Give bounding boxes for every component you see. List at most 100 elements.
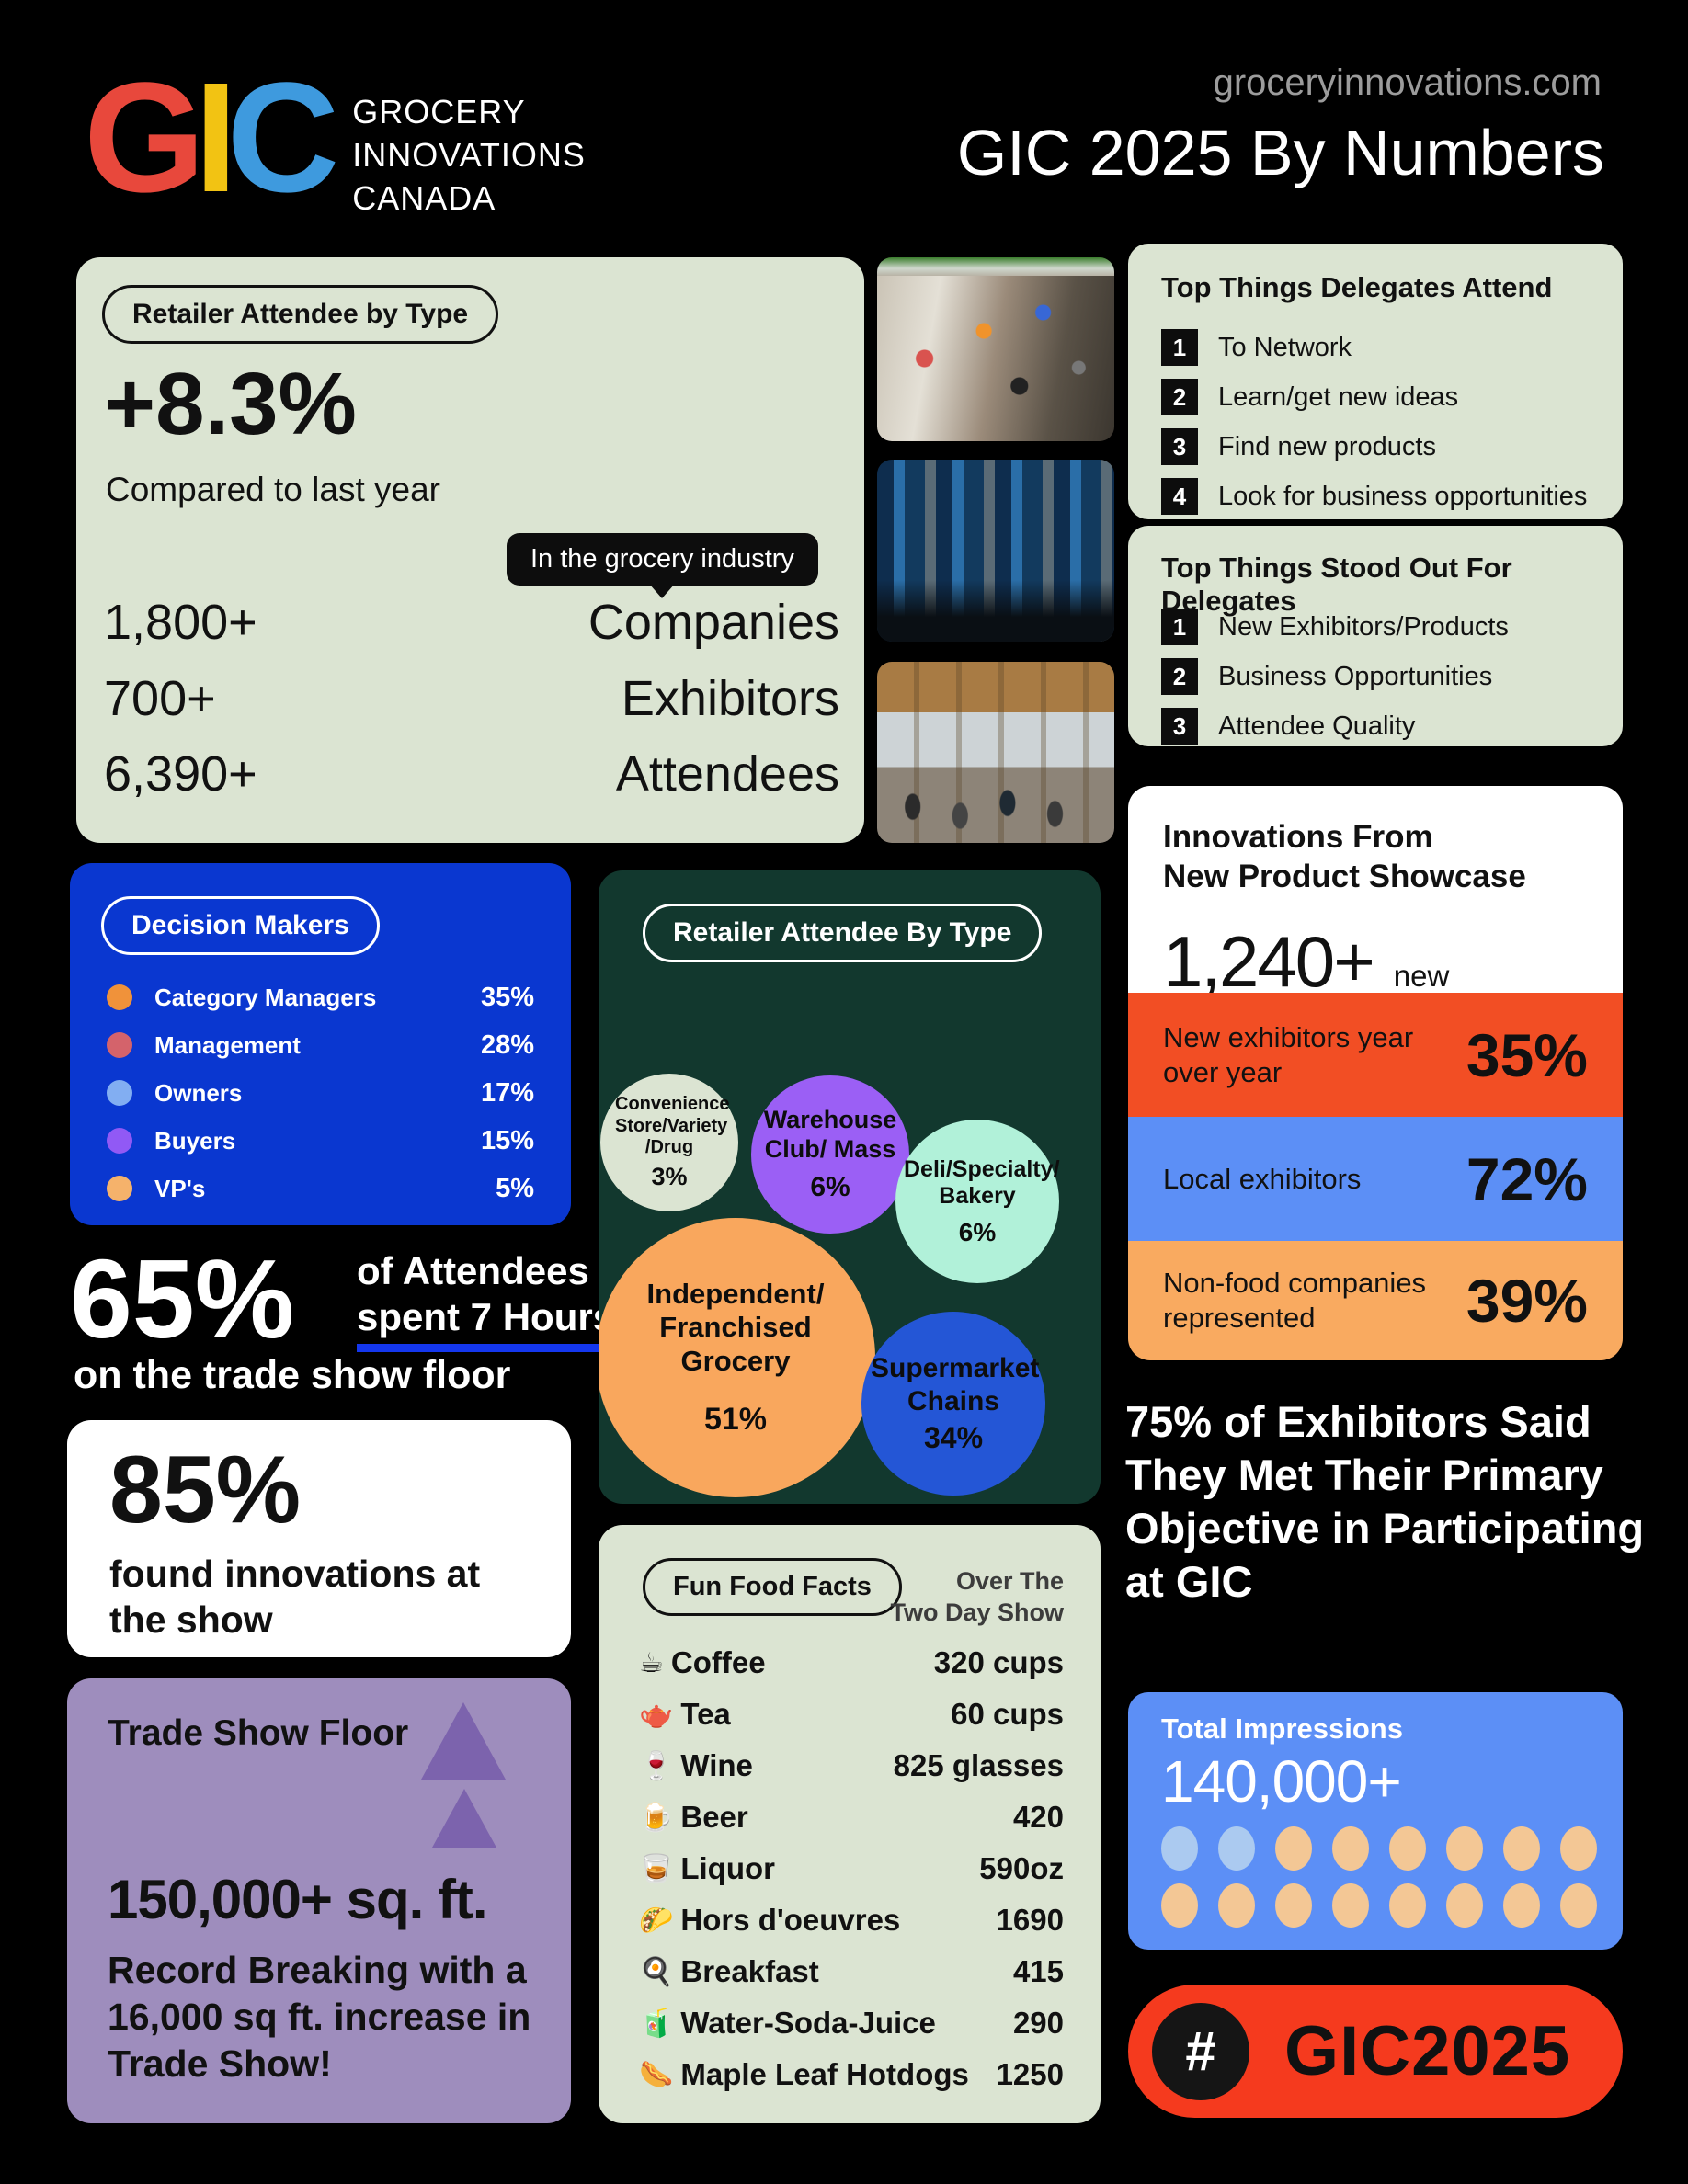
dm-row-management: Management 28% bbox=[107, 1029, 534, 1062]
impressions-value: 140,000+ bbox=[1161, 1748, 1402, 1814]
stoodout-item-3: 3 Attendee Quality bbox=[1161, 708, 1415, 745]
delegates-attend-title: Top Things Delegates Attend bbox=[1161, 271, 1553, 303]
hours-percent: 65% bbox=[70, 1236, 295, 1361]
food-value: 290 bbox=[1012, 2006, 1064, 2040]
hashtag-text: GIC2025 bbox=[1284, 2012, 1571, 2090]
fun-food-facts-pill: Fun Food Facts bbox=[643, 1558, 902, 1616]
band-non-food: Non-food companies represented 39% bbox=[1128, 1241, 1623, 1360]
found-innovations-panel: 85% found innovations at the show bbox=[67, 1420, 571, 1657]
food-value: 420 bbox=[1012, 1800, 1064, 1834]
dm-row-buyers: Buyers 15% bbox=[107, 1124, 534, 1157]
food-row-hotdogs: 🌭 Maple Leaf Hotdogs 1250 bbox=[639, 2057, 1064, 2092]
stat-label-exhibitors: Exhibitors bbox=[621, 671, 839, 726]
food-value: 60 cups bbox=[951, 1697, 1064, 1731]
food-label: Beer bbox=[680, 1800, 748, 1834]
legend-dot-icon bbox=[107, 1128, 132, 1154]
retailer-growth-panel: Retailer Attendee by Type +8.3% Compared… bbox=[76, 257, 864, 843]
up-arrow-icon bbox=[432, 1789, 496, 1848]
beer-icon: 🍺 bbox=[639, 1802, 674, 1833]
rank-chip: 2 bbox=[1161, 379, 1198, 415]
food-label: Hors d'oeuvres bbox=[680, 1903, 901, 1937]
innovations-header-band: Innovations From New Product Showcase 1,… bbox=[1128, 786, 1623, 1028]
rank-chip: 3 bbox=[1161, 428, 1198, 465]
legend-dot-icon bbox=[107, 1080, 132, 1106]
dm-value: 35% bbox=[480, 982, 534, 1012]
legend-dot-icon bbox=[107, 1176, 132, 1201]
dm-label: Buyers bbox=[154, 1126, 236, 1155]
impression-dot bbox=[1446, 1883, 1483, 1928]
dm-row-category-managers: Category Managers 35% bbox=[107, 981, 534, 1014]
liquor-icon: 🥃 bbox=[639, 1853, 674, 1884]
logo-letter-g: G bbox=[84, 51, 205, 225]
food-row-breakfast: 🍳 Breakfast 415 bbox=[639, 1954, 1064, 1989]
rank-chip: 4 bbox=[1161, 478, 1198, 515]
food-label: Breakfast bbox=[680, 1954, 819, 1988]
impression-dot bbox=[1560, 1826, 1597, 1871]
bubble-label: Warehouse Club/ Mass bbox=[763, 1106, 897, 1163]
food-label: Coffee bbox=[670, 1645, 766, 1679]
hours-line2: spent 7 Hours bbox=[357, 1294, 615, 1352]
food-value: 1250 bbox=[996, 2057, 1064, 2091]
growth-subtitle: Compared to last year bbox=[106, 471, 441, 508]
delegates-attend-panel: Top Things Delegates Attend 1 To Network… bbox=[1128, 244, 1623, 519]
impression-dot bbox=[1161, 1826, 1198, 1871]
food-row-beer: 🍺 Beer 420 bbox=[639, 1800, 1064, 1835]
tsf-title: Trade Show Floor bbox=[108, 1713, 409, 1753]
decision-makers-pill: Decision Makers bbox=[101, 896, 380, 955]
band-value: 39% bbox=[1466, 1267, 1588, 1335]
innovations-title-line1: Innovations From bbox=[1163, 819, 1433, 855]
legend-dot-icon bbox=[107, 984, 132, 1010]
hours-line1: of Attendees bbox=[357, 1249, 589, 1292]
photo-trade-show-floor bbox=[877, 257, 1114, 441]
hours-line3: on the trade show floor bbox=[74, 1353, 511, 1397]
attend-item-2: 2 Learn/get new ideas bbox=[1161, 379, 1458, 415]
food-value: 320 cups bbox=[933, 1645, 1064, 1679]
found-label: found innovations at the show bbox=[109, 1553, 481, 1641]
innovations-title-line2: New Product Showcase bbox=[1163, 859, 1526, 894]
band-label: Local exhibitors bbox=[1163, 1162, 1362, 1195]
total-impressions-panel: Total Impressions 140,000+ bbox=[1128, 1692, 1623, 1950]
found-percent: 85% bbox=[109, 1437, 302, 1543]
rank-chip: 1 bbox=[1161, 329, 1198, 366]
food-row-wine: 🍷 Wine 825 glasses bbox=[639, 1748, 1064, 1783]
food-label: Water-Soda-Juice bbox=[680, 2006, 936, 2040]
wine-icon: 🍷 bbox=[639, 1750, 674, 1781]
hours-lines: of Attendees spent 7 Hours bbox=[357, 1248, 615, 1352]
logo-word-grocery: GROCERY bbox=[352, 93, 526, 131]
innovations-count: 1,240+ bbox=[1163, 921, 1375, 1002]
stat-value-exhibitors: 700+ bbox=[104, 671, 216, 726]
impression-dot bbox=[1446, 1826, 1483, 1871]
hotdog-icon: 🌭 bbox=[639, 2059, 674, 2090]
dm-value: 5% bbox=[496, 1173, 534, 1203]
band-label: New exhibitors year over year bbox=[1163, 1020, 1414, 1088]
impression-dot bbox=[1275, 1883, 1312, 1928]
impression-dot bbox=[1161, 1883, 1198, 1928]
photo-convention-hall bbox=[877, 662, 1114, 843]
food-facts-period: Over The Two Day Show bbox=[890, 1565, 1064, 1628]
gic-logo-letters: GIC bbox=[84, 60, 339, 216]
innovations-panel: Innovations From New Product Showcase 1,… bbox=[1128, 786, 1623, 1360]
hashtag-banner: # GIC2025 bbox=[1128, 1985, 1623, 2118]
decision-makers-panel: Decision Makers Category Managers 35% Ma… bbox=[70, 863, 571, 1225]
dm-label: Category Managers bbox=[154, 983, 377, 1011]
attend-item-label: Look for business opportunities bbox=[1218, 481, 1588, 511]
bubble-convenience: Convenience Store/Variety /Drug 3% bbox=[600, 1074, 738, 1211]
impression-dot bbox=[1275, 1826, 1312, 1871]
juice-box-icon: 🧃 bbox=[639, 2008, 674, 2039]
tsf-area: 150,000+ sq. ft. bbox=[108, 1869, 488, 1930]
gic-logo: GIC GROCERY INNOVATIONS CANADA bbox=[84, 60, 586, 220]
dm-row-vps: VP's 5% bbox=[107, 1172, 534, 1205]
impression-dot bbox=[1218, 1826, 1255, 1871]
impressions-title: Total Impressions bbox=[1161, 1712, 1403, 1745]
tsf-note: Record Breaking with a 16,000 sq ft. inc… bbox=[108, 1949, 531, 2085]
bubble-value: 34% bbox=[923, 1420, 984, 1454]
bubble-label: Deli/Specialty/ Bakery bbox=[904, 1155, 1060, 1210]
rank-chip: 2 bbox=[1161, 658, 1198, 695]
coffee-icon: ☕ bbox=[639, 1647, 664, 1678]
bubble-label: Supermarket Chains bbox=[871, 1353, 1040, 1416]
food-row-water-soda-juice: 🧃 Water-Soda-Juice 290 bbox=[639, 2006, 1064, 2041]
dm-label: Owners bbox=[154, 1078, 243, 1107]
stat-row-companies: 1,800+ Companies bbox=[104, 593, 839, 653]
bubble-independent: Independent/ Franchised Grocery 51% bbox=[599, 1218, 875, 1497]
rank-chip: 1 bbox=[1161, 609, 1198, 645]
